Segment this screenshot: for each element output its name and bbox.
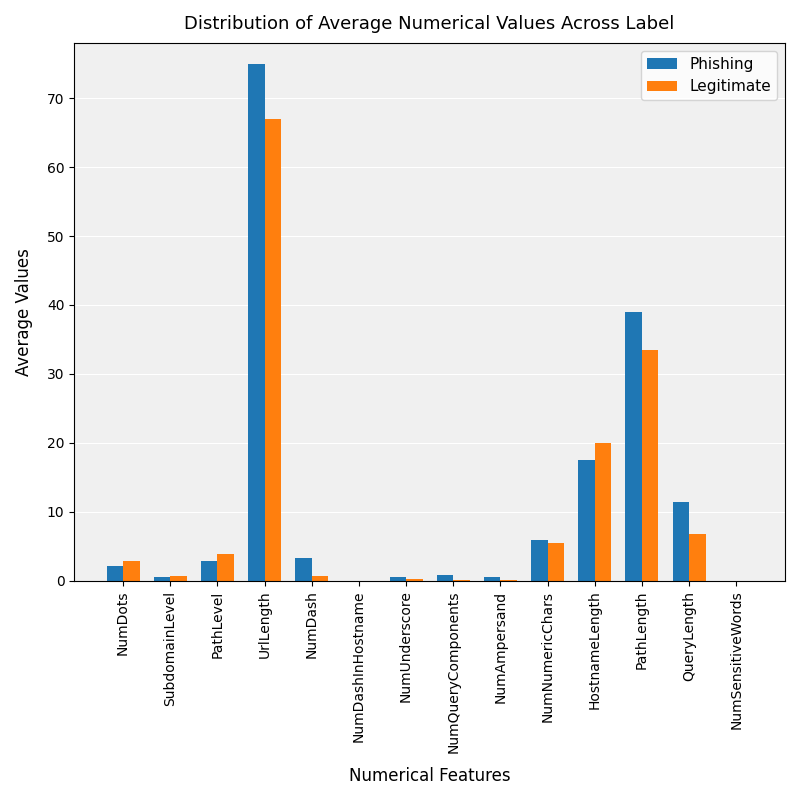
Bar: [437, 575, 454, 581]
X-axis label: Numerical Features: Numerical Features: [349, 767, 510, 785]
Bar: [578, 460, 594, 581]
Bar: [154, 578, 170, 581]
Bar: [265, 118, 281, 581]
Bar: [170, 576, 186, 581]
Bar: [123, 561, 139, 581]
Bar: [594, 443, 611, 581]
Y-axis label: Average Values: Average Values: [15, 248, 33, 376]
Bar: [248, 63, 265, 581]
Bar: [406, 579, 422, 581]
Bar: [673, 502, 689, 581]
Bar: [484, 578, 500, 581]
Bar: [201, 561, 218, 581]
Bar: [547, 543, 564, 581]
Bar: [531, 539, 547, 581]
Bar: [689, 534, 706, 581]
Legend: Phishing, Legitimate: Phishing, Legitimate: [641, 50, 778, 100]
Bar: [312, 576, 328, 581]
Bar: [626, 312, 642, 581]
Bar: [106, 566, 123, 581]
Title: Distribution of Average Numerical Values Across Label: Distribution of Average Numerical Values…: [185, 15, 675, 33]
Bar: [295, 558, 312, 581]
Bar: [218, 554, 234, 581]
Bar: [642, 350, 658, 581]
Bar: [390, 578, 406, 581]
